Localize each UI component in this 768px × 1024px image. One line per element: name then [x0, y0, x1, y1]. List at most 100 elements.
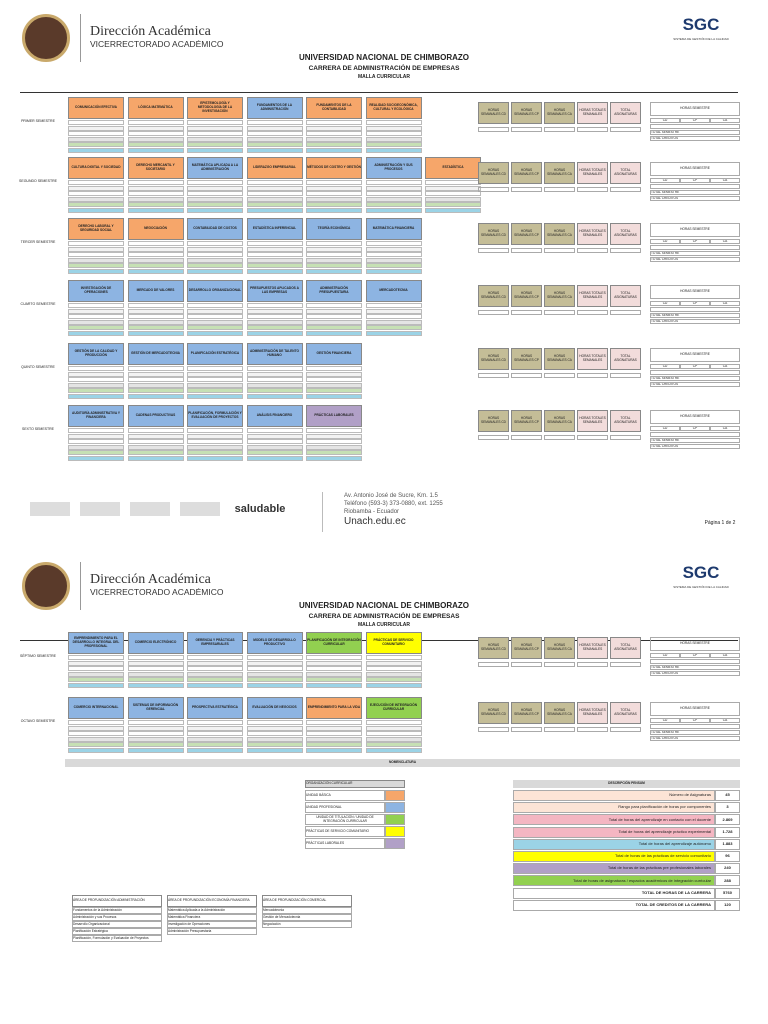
course-row: [187, 308, 243, 314]
course-row: [127, 439, 184, 444]
course-row: [127, 308, 184, 314]
hours-credits: TOTAL CRÉDITOS: [650, 257, 740, 262]
side-cell: [544, 310, 575, 315]
hours-col: CA: [710, 301, 740, 306]
address: Av. Antonio José de Sucre, Km. 1.5: [344, 492, 438, 499]
course-row: [68, 677, 124, 682]
legend-label: PRÁCTICAS DE SERVICIO COMUNITARIO: [305, 826, 385, 837]
course-row: [365, 241, 422, 246]
course-row: [68, 263, 124, 268]
course-name: DERECHO LABORAL Y SEGURIDAD SOCIAL: [68, 218, 124, 240]
hours-col: CP: [680, 426, 710, 431]
course-row: [68, 252, 124, 257]
course-row: [246, 147, 303, 153]
hours-row: [650, 184, 740, 189]
summary-value: 1.728: [715, 826, 740, 838]
course-row: [246, 131, 303, 136]
sgc-note: SISTEMA DE GESTIÓN DE LA CALIDAD: [673, 37, 729, 42]
side-cell: [478, 435, 509, 440]
side-header: TOTAL ASIGNATURAS: [610, 285, 641, 307]
course-row: [306, 444, 362, 450]
side-cell: [610, 435, 641, 440]
side-cell: [478, 187, 509, 192]
header-title: Dirección Académica: [90, 24, 211, 39]
course-name: COMUNICACIÓN EFECTIVA: [68, 97, 124, 119]
brand: saludable: [234, 502, 286, 515]
footer-sep: [322, 492, 323, 532]
course-row: [246, 257, 303, 263]
side-header: HORAS TOTALES SEMANALES: [577, 348, 608, 370]
course-row: [365, 142, 422, 147]
side-cell: [577, 727, 608, 732]
side-cell: [511, 662, 542, 667]
course-row: [127, 682, 184, 688]
course-name: LÓGICA MATEMÁTICA: [127, 97, 184, 119]
course-row: [127, 185, 184, 191]
side-cell: [478, 727, 509, 732]
course-row: [187, 268, 243, 274]
summary-value: 96: [715, 851, 740, 862]
course-row: [68, 257, 124, 263]
course-row: [246, 303, 303, 308]
course-row: [187, 241, 243, 246]
course-row: [365, 252, 422, 257]
side-cell: [610, 373, 641, 378]
course-row: [127, 444, 184, 450]
course-row: [246, 655, 303, 660]
side-header: HORAS SEMANALES CP: [511, 702, 542, 724]
course-row: [306, 450, 362, 455]
hours-credits: TOTAL CRÉDITOS: [650, 671, 740, 676]
hours-credits: TOTAL CRÉDITOS: [650, 319, 740, 324]
side-cell: [544, 127, 575, 132]
course-row: [246, 731, 303, 736]
course-row: [187, 120, 243, 125]
summary-label: Número de Asignaturas: [513, 790, 715, 801]
course-row: [365, 246, 422, 252]
course-row: [365, 308, 422, 314]
side-header: HORAS SEMANALES CD: [478, 410, 509, 432]
course-row: [127, 142, 184, 147]
hours-total: TOTAL SEMESTRE: [650, 313, 740, 318]
course-row: [306, 191, 362, 196]
course-row: [127, 393, 184, 399]
course-row: [306, 682, 362, 688]
course-row: [127, 450, 184, 455]
side-header: HORAS TOTALES SEMANALES: [577, 702, 608, 724]
course-row: [306, 428, 362, 433]
hours-title: HORAS SEMESTRE: [650, 162, 740, 176]
course-row: [127, 191, 184, 196]
side-cell: [478, 373, 509, 378]
area-item: Negociación: [262, 921, 352, 928]
side-cell: [511, 127, 542, 132]
course-row: [127, 742, 184, 747]
partner-logo: [80, 502, 120, 516]
hours-col: CD: [650, 426, 680, 431]
course-row: [68, 120, 124, 125]
course-row: [68, 314, 124, 319]
course-row: [68, 428, 124, 433]
course-row: [306, 371, 362, 377]
course-row: [306, 180, 362, 185]
course-row: [68, 725, 124, 731]
course-row: [306, 677, 362, 682]
course-row: [68, 450, 124, 455]
hours-title: HORAS SEMESTRE: [650, 285, 740, 299]
page-number: Página 1 de 2: [704, 520, 736, 527]
course-row: [246, 455, 303, 461]
side-header: HORAS SEMANALES CA: [544, 102, 575, 124]
hours-credits: TOTAL CRÉDITOS: [650, 736, 740, 741]
hours-title: HORAS SEMESTRE: [650, 702, 740, 716]
course-row: [127, 655, 184, 660]
course-row: [127, 325, 184, 330]
course-row: [246, 185, 303, 191]
course-row: [306, 202, 362, 207]
course-row: [68, 666, 124, 671]
course-row: [127, 330, 184, 336]
course-row: [306, 742, 362, 747]
course-row: [187, 671, 243, 677]
course-row: [68, 439, 124, 444]
side-header: HORAS SEMANALES CP: [511, 223, 542, 245]
hours-credits: TOTAL CRÉDITOS: [650, 444, 740, 449]
course-row: [365, 682, 422, 688]
course-row: [68, 388, 124, 393]
